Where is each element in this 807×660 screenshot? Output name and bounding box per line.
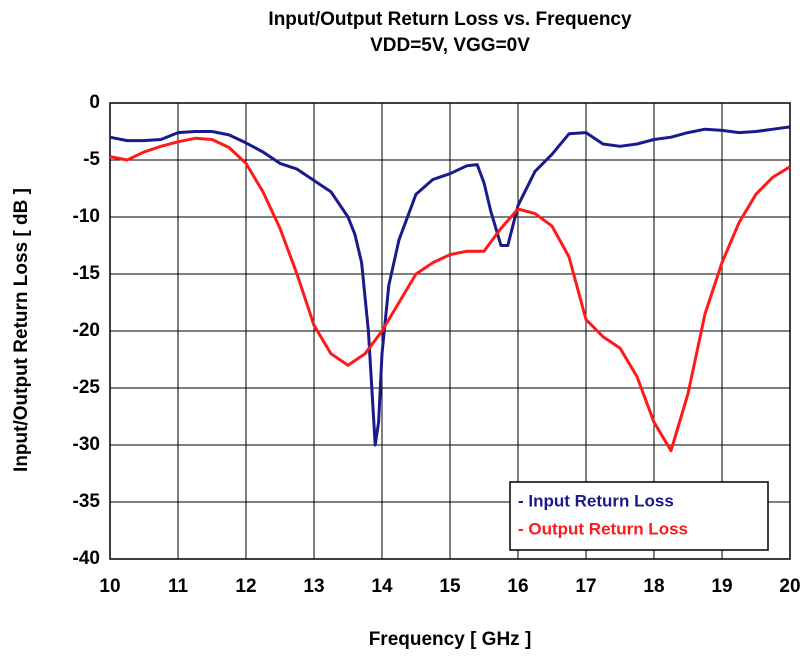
chart-title: Input/Output Return Loss vs. Frequency (268, 9, 632, 30)
x-tick-label: 16 (507, 576, 528, 597)
legend-entry: - Output Return Loss (518, 519, 688, 538)
x-tick-label: 19 (711, 576, 732, 597)
x-tick-label: 11 (168, 576, 189, 597)
x-tick-label: 10 (99, 576, 120, 597)
x-tick-label: 18 (643, 576, 664, 597)
series-line (109, 125, 791, 447)
y-tick-label: 0 (89, 92, 100, 113)
y-tick-label: -10 (73, 206, 100, 227)
x-tick-label: 17 (575, 576, 596, 597)
y-tick-label: -40 (73, 548, 100, 569)
y-tick-label: -30 (73, 434, 100, 455)
plot-border (109, 102, 791, 560)
x-tick-label: 13 (303, 576, 324, 597)
y-tick-label: -5 (83, 149, 100, 170)
legend-box (509, 481, 769, 551)
y-tick-label: -15 (73, 263, 101, 284)
legend-entry: - Input Return Loss (518, 491, 674, 510)
x-axis-label: Frequency [ GHz ] (369, 629, 532, 650)
x-tick-label: 15 (439, 576, 461, 597)
x-tick-label: 12 (235, 576, 256, 597)
x-tick-label: 20 (779, 576, 800, 597)
series-line (109, 136, 791, 453)
chart-subtitle: VDD=5V, VGG=0V (370, 35, 530, 56)
y-tick-label: -25 (73, 377, 101, 398)
y-axis-label: Input/Output Return Loss [ dB ] (11, 188, 32, 472)
y-tick-label: -35 (73, 491, 101, 512)
y-tick-label: -20 (73, 320, 100, 341)
x-tick-label: 14 (371, 576, 393, 597)
